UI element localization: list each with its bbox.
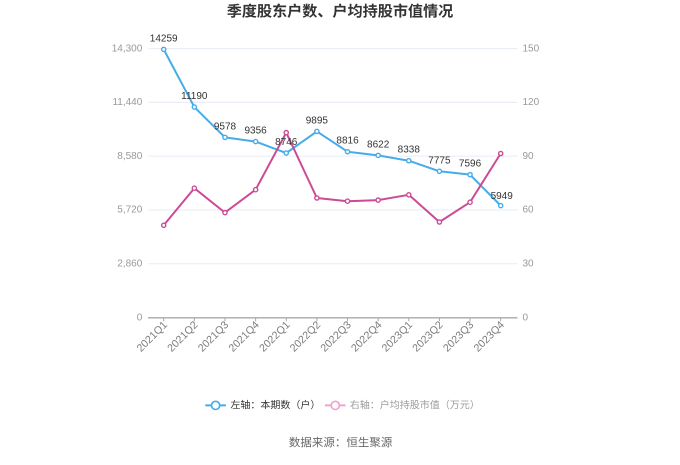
svg-text:8,580: 8,580 bbox=[117, 151, 142, 162]
svg-text:7596: 7596 bbox=[459, 159, 482, 170]
svg-text:11190: 11190 bbox=[181, 91, 208, 102]
svg-text:8622: 8622 bbox=[367, 139, 390, 150]
svg-text:8746: 8746 bbox=[275, 137, 298, 148]
svg-text:8338: 8338 bbox=[398, 145, 421, 156]
svg-text:8816: 8816 bbox=[336, 136, 359, 147]
svg-text:90: 90 bbox=[523, 151, 535, 162]
svg-text:7775: 7775 bbox=[428, 155, 451, 166]
svg-text:11,440: 11,440 bbox=[112, 97, 142, 108]
svg-text:30: 30 bbox=[523, 259, 535, 270]
svg-text:0: 0 bbox=[523, 312, 529, 323]
svg-text:150: 150 bbox=[523, 43, 540, 54]
svg-text:120: 120 bbox=[523, 97, 540, 108]
svg-text:9895: 9895 bbox=[306, 115, 329, 126]
svg-text:5949: 5949 bbox=[491, 191, 514, 202]
svg-text:9356: 9356 bbox=[244, 126, 267, 137]
svg-text:5,720: 5,720 bbox=[117, 205, 142, 216]
svg-text:0: 0 bbox=[137, 312, 143, 323]
svg-text:9578: 9578 bbox=[214, 121, 237, 132]
svg-text:2,860: 2,860 bbox=[117, 259, 142, 270]
svg-text:14,300: 14,300 bbox=[112, 43, 143, 54]
svg-text:14259: 14259 bbox=[150, 33, 178, 44]
svg-text:60: 60 bbox=[523, 205, 535, 216]
